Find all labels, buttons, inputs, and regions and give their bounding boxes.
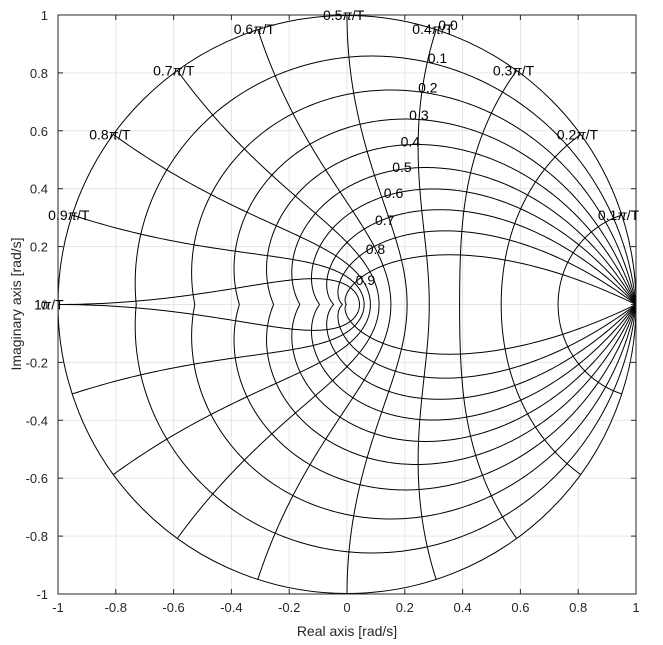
frequency-label: 0.5π/T (323, 7, 365, 23)
x-tick-label: 0.8 (569, 600, 587, 615)
x-tick-label: -0.2 (278, 600, 300, 615)
frequency-label: 0.1π/T (598, 207, 640, 223)
x-tick-labels: -1 -0.8 -0.6 -0.4 -0.2 0 0.2 0.4 0.6 0.8 1 (52, 600, 639, 615)
frequency-labels: 0.1π/T 0.2π/T 0.3π/T 0.4π/T 0.5π/T 0.6π/T 0.7π… (34, 7, 640, 313)
damping-label: 0.1 (428, 50, 448, 66)
damping-curve (310, 304, 637, 421)
frequency-curve (57, 278, 360, 305)
damping-label: 0.0 (438, 17, 458, 33)
damping-curve (344, 254, 637, 305)
damping-label: 0.2 (418, 79, 438, 95)
frequency-curve (176, 304, 380, 540)
y-tick-label: 0.4 (30, 182, 48, 197)
y-tick-label: 1 (41, 8, 48, 23)
y-tick-label: -1 (36, 587, 48, 602)
frequency-label: 0.7π/T (153, 62, 195, 78)
frequency-label: 0.4π/T (412, 21, 454, 37)
damping-label: 0.4 (401, 133, 421, 149)
damping-curve (266, 144, 637, 305)
y-tick-label: -0.4 (26, 413, 48, 428)
damping-labels: 0.0 0.1 0.2 0.3 0.4 0.5 0.6 0.7 0.8 0.9 (356, 17, 458, 288)
damping-curve (344, 304, 637, 355)
y-tick-label: -0.2 (26, 355, 48, 370)
frequency-curve (176, 69, 380, 305)
frequency-curve (71, 214, 365, 305)
frequency-curve (557, 214, 623, 305)
damping-curve (233, 118, 637, 305)
frequency-label: 0.6π/T (234, 21, 276, 37)
x-tick-label: -0.6 (162, 600, 184, 615)
y-tick-label: -0.6 (26, 471, 48, 486)
frequency-label: 0.9π/T (48, 207, 90, 223)
frequency-curve (57, 304, 360, 331)
frequency-curve (257, 304, 392, 580)
damping-label: 0.9 (356, 272, 376, 288)
y-tick-labels: 1 0.8 0.6 0.4 0.2 0 -0.2 -0.4 -0.6 -0.8 -1 (26, 8, 48, 602)
x-tick-label: 0.2 (396, 600, 414, 615)
frequency-curve (257, 29, 392, 305)
x-tick-label: 1 (632, 600, 639, 615)
frequency-curve (500, 133, 582, 305)
frequency-curve (346, 304, 408, 595)
x-tick-label: 0.6 (511, 600, 529, 615)
frequency-label: 1π/T (34, 297, 64, 313)
damping-label: 0.6 (384, 185, 404, 201)
damping-curve (291, 167, 637, 305)
y-tick-label: 0 (41, 298, 48, 313)
damping-label: 0.7 (375, 212, 395, 228)
x-axis-label: Real axis [rad/s] (297, 623, 397, 639)
frequency-label: 0.8π/T (89, 126, 131, 142)
y-tick-label: 0.8 (30, 66, 48, 81)
frequency-curve (459, 304, 518, 540)
damping-curve (291, 304, 637, 442)
damping-curve (134, 55, 637, 305)
frequency-curve (112, 304, 371, 476)
damping-curve (233, 304, 637, 491)
damping-curve (266, 304, 637, 465)
frequency-curve (417, 304, 437, 580)
plot-frame (57, 14, 637, 595)
y-tick-label: -0.8 (26, 529, 48, 544)
x-tick-label: -0.8 (105, 600, 127, 615)
frequency-curve (459, 69, 518, 305)
y-tick-label: 0.6 (30, 124, 48, 139)
x-tick-label: 0 (343, 600, 350, 615)
x-tick-label: 0.4 (454, 600, 472, 615)
frequency-curve (112, 133, 371, 305)
gridlines (57, 14, 637, 595)
damping-label: 0.3 (409, 107, 429, 123)
y-tick-label: 0.2 (30, 240, 48, 255)
damping-curve (337, 304, 637, 379)
frequency-label: 0.2π/T (557, 126, 599, 142)
frequency-curve (346, 14, 408, 305)
damping-curve (191, 304, 637, 520)
damping-label: 0.8 (366, 241, 386, 257)
damping-curve (310, 188, 637, 305)
x-tick-label: -0.4 (220, 600, 242, 615)
frequency-label: 0.3π/T (493, 62, 535, 78)
damping-curve (134, 304, 637, 554)
damping-label: 0.5 (392, 159, 412, 175)
y-axis-label: Imaginary axis [rad/s] (8, 237, 24, 370)
frequency-curve (71, 304, 365, 395)
frequency-curve (557, 304, 623, 395)
damping-curve (191, 89, 637, 305)
x-tick-label: -1 (52, 600, 64, 615)
frequency-curve (417, 29, 437, 305)
damping-curve (337, 230, 637, 305)
zgrid-curves (57, 14, 637, 595)
frequency-curve (500, 304, 582, 476)
